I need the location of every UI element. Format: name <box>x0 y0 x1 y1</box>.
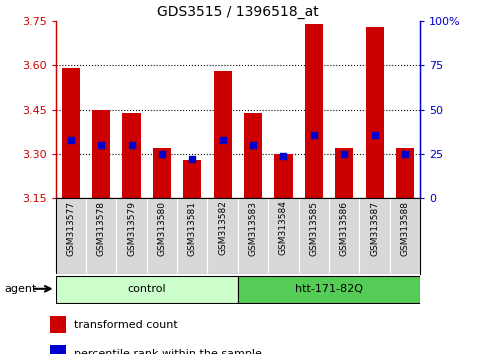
Text: GSM313586: GSM313586 <box>340 200 349 256</box>
Bar <box>238 276 420 303</box>
Text: GSM313587: GSM313587 <box>370 200 379 256</box>
Bar <box>213 72 232 198</box>
Point <box>310 132 318 137</box>
Text: GSM313580: GSM313580 <box>157 200 167 256</box>
Bar <box>305 24 323 198</box>
Bar <box>56 276 238 303</box>
Point <box>219 137 227 143</box>
Text: GSM313579: GSM313579 <box>127 200 136 256</box>
Bar <box>274 154 293 198</box>
Point <box>158 151 166 157</box>
Bar <box>122 113 141 198</box>
Title: GDS3515 / 1396518_at: GDS3515 / 1396518_at <box>157 5 319 19</box>
Point <box>280 153 287 159</box>
Point <box>188 156 196 162</box>
Point <box>128 142 135 148</box>
Bar <box>183 160 201 198</box>
Text: GSM313582: GSM313582 <box>218 200 227 255</box>
Point <box>341 151 348 157</box>
Text: control: control <box>128 284 166 294</box>
Point <box>249 142 257 148</box>
Text: GSM313577: GSM313577 <box>66 200 75 256</box>
Text: GSM313585: GSM313585 <box>309 200 318 256</box>
Bar <box>366 27 384 198</box>
Bar <box>92 110 110 198</box>
Bar <box>396 148 414 198</box>
Point <box>97 142 105 148</box>
Point <box>67 137 74 143</box>
Point <box>401 151 409 157</box>
Bar <box>335 148 354 198</box>
Text: GSM313584: GSM313584 <box>279 200 288 255</box>
Bar <box>244 113 262 198</box>
Bar <box>153 148 171 198</box>
Text: GSM313578: GSM313578 <box>97 200 106 256</box>
Bar <box>50 345 67 354</box>
Text: percentile rank within the sample: percentile rank within the sample <box>74 349 262 354</box>
Point <box>371 132 379 137</box>
Text: GSM313581: GSM313581 <box>188 200 197 256</box>
Text: agent: agent <box>5 284 37 294</box>
Bar <box>62 68 80 198</box>
Text: transformed count: transformed count <box>74 320 178 330</box>
Text: GSM313583: GSM313583 <box>249 200 257 256</box>
Text: htt-171-82Q: htt-171-82Q <box>295 284 363 294</box>
Bar <box>50 316 67 333</box>
Text: GSM313588: GSM313588 <box>400 200 410 256</box>
